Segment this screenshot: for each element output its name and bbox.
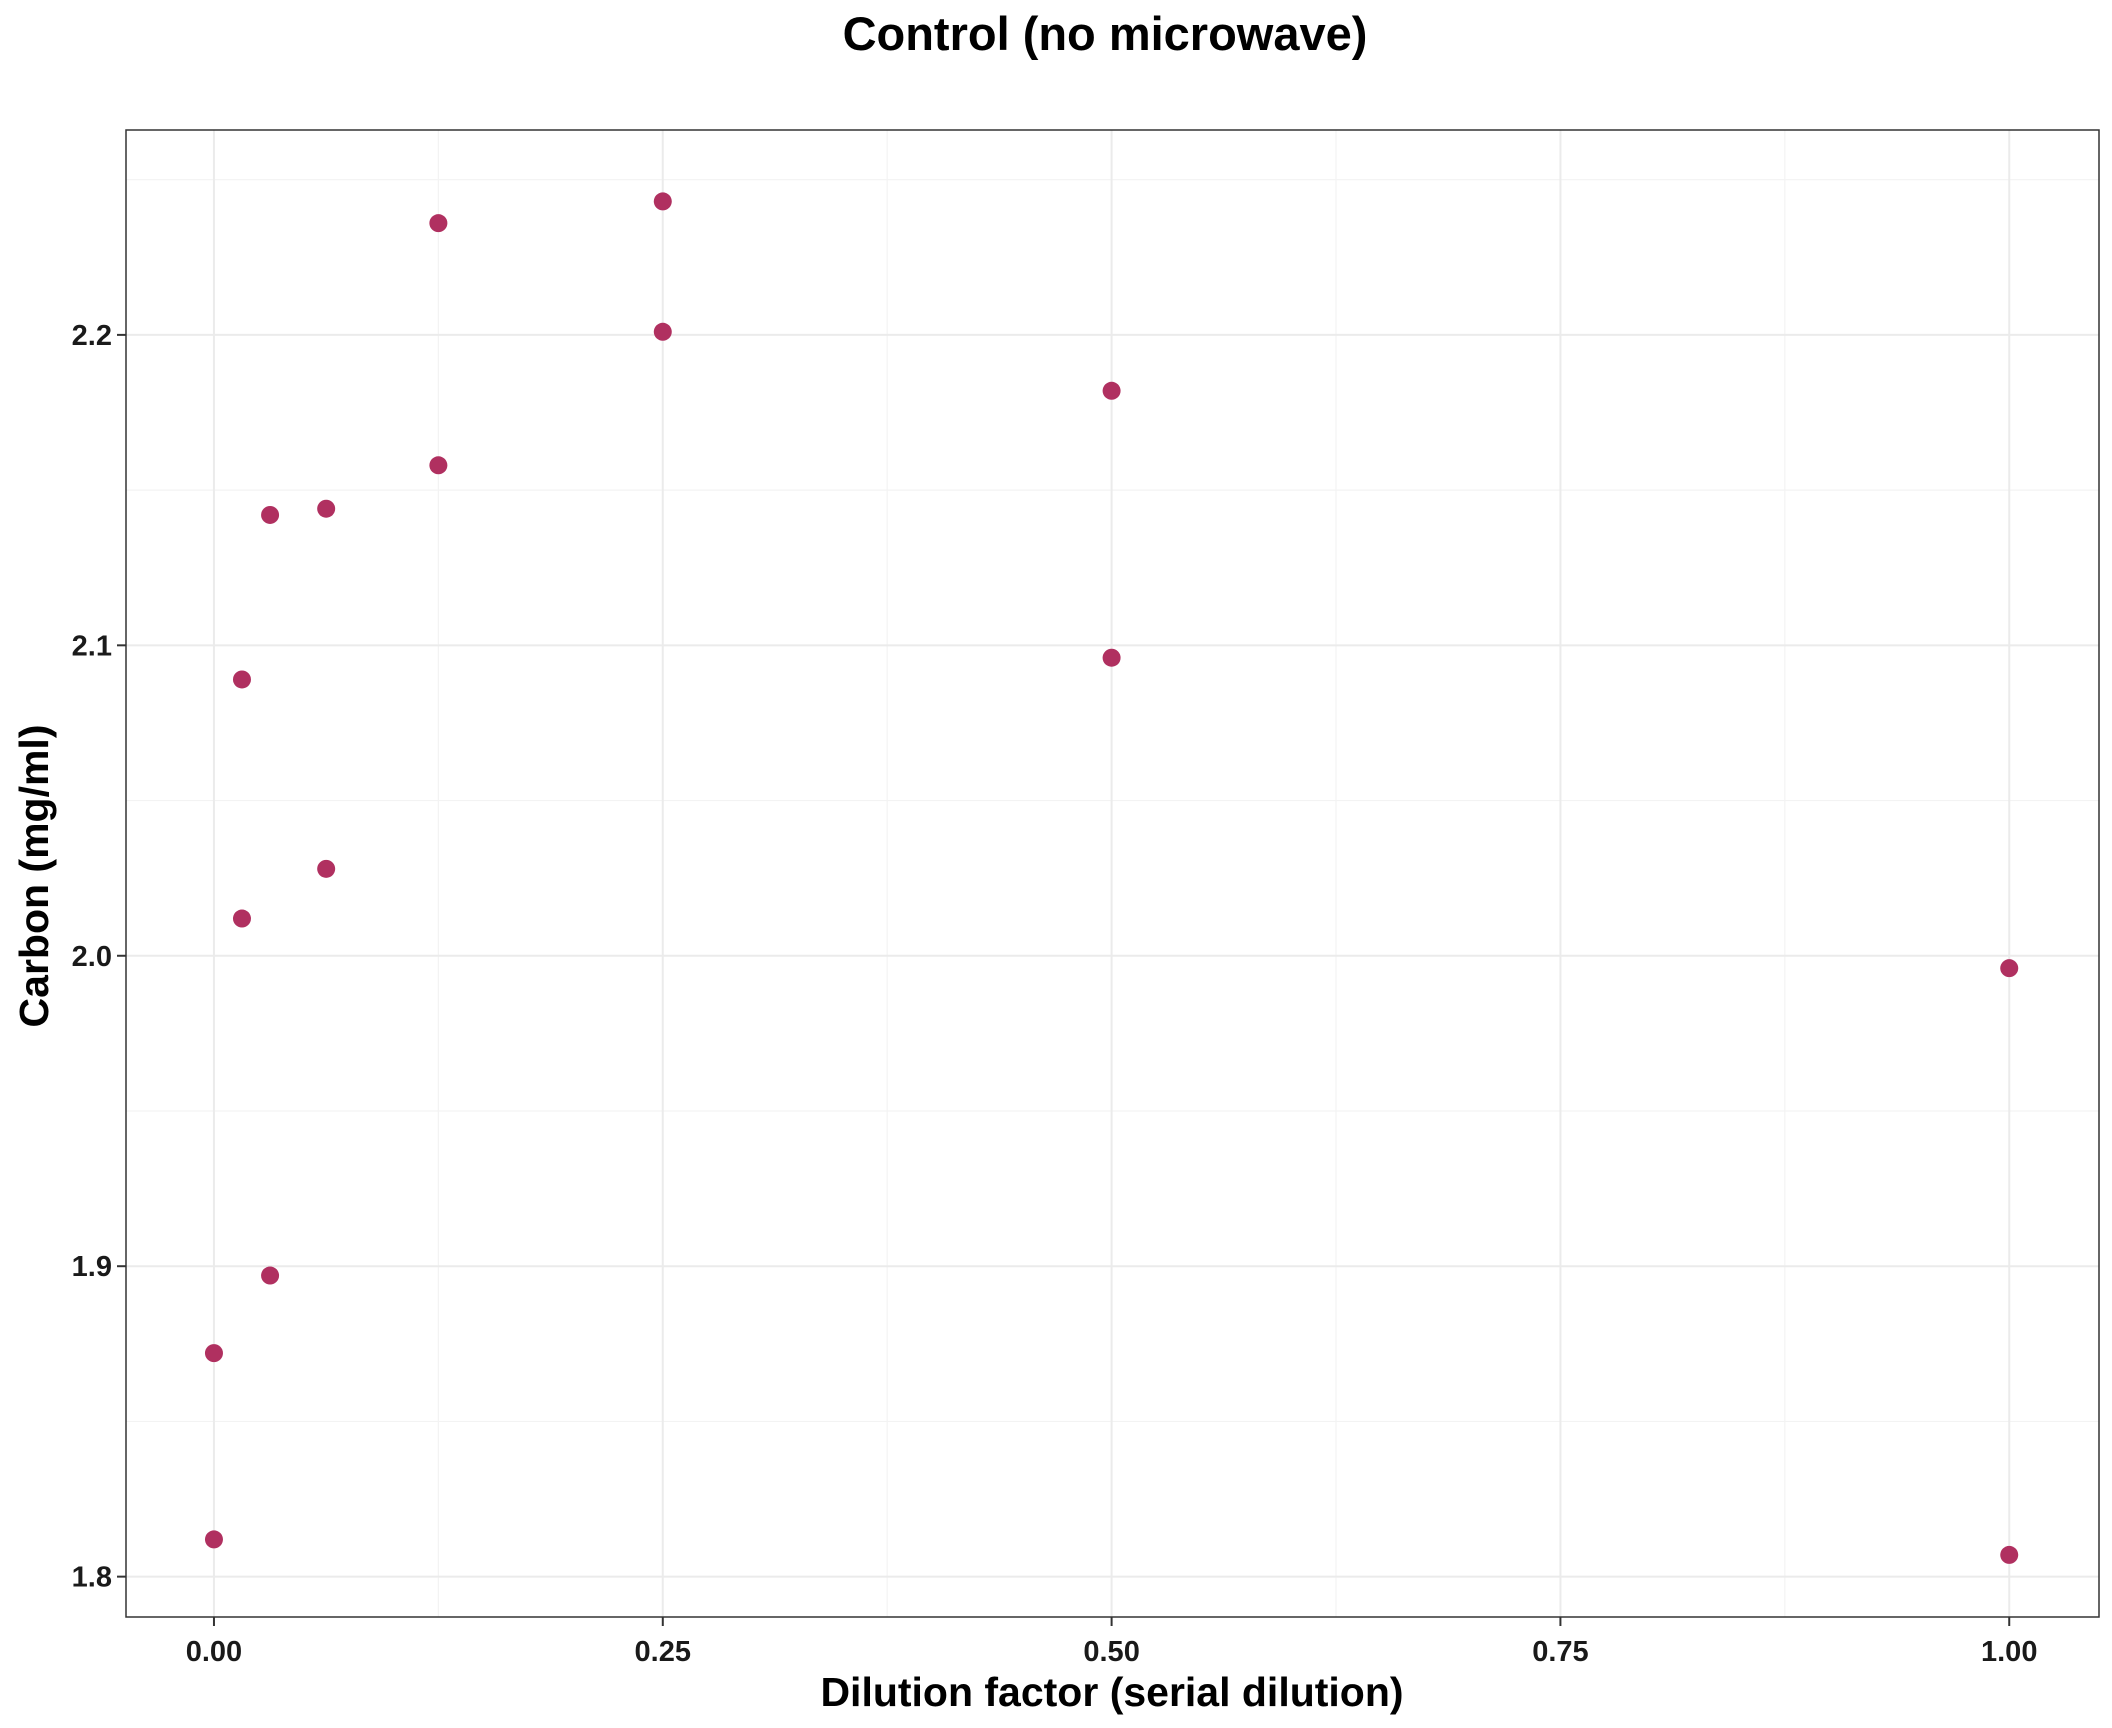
x-tick-label-3: 0.75 xyxy=(1532,1636,1588,1668)
y-axis: 1.8 1.9 2.0 2.1 2.2 xyxy=(72,320,126,1594)
data-points xyxy=(204,192,2019,1564)
data-point-0 xyxy=(204,1530,223,1549)
data-point-8 xyxy=(429,456,448,475)
x-tick-label-4: 1.00 xyxy=(1981,1636,2037,1668)
data-point-12 xyxy=(1102,648,1121,667)
x-axis: 0.00 0.25 0.50 0.75 1.00 xyxy=(186,1617,2037,1668)
data-point-13 xyxy=(1102,381,1121,400)
y-tick-label-2: 2.0 xyxy=(72,941,112,973)
data-point-14 xyxy=(2000,1545,2019,1564)
data-point-15 xyxy=(2000,959,2019,978)
x-tick-label-2: 0.50 xyxy=(1083,1636,1139,1668)
y-axis-title: Carbon (mg/ml) xyxy=(11,725,57,1028)
y-tick-label-4: 2.2 xyxy=(72,320,112,352)
data-point-6 xyxy=(317,859,336,878)
chart-title: Control (no microwave) xyxy=(843,7,1368,60)
major-grid xyxy=(126,130,2099,1617)
data-point-10 xyxy=(653,322,672,341)
y-tick-label-3: 2.1 xyxy=(72,630,112,662)
data-point-4 xyxy=(261,1266,280,1285)
data-point-3 xyxy=(232,670,251,689)
x-tick-label-1: 0.25 xyxy=(635,1636,691,1668)
data-point-7 xyxy=(317,499,336,518)
y-tick-label-1: 1.9 xyxy=(72,1251,112,1283)
x-axis-title: Dilution factor (serial dilution) xyxy=(820,1669,1403,1715)
data-point-11 xyxy=(653,192,672,211)
data-point-1 xyxy=(204,1344,223,1363)
data-point-5 xyxy=(261,505,280,524)
data-point-2 xyxy=(232,909,251,928)
x-tick-label-0: 0.00 xyxy=(186,1636,242,1668)
data-point-9 xyxy=(429,214,448,233)
y-tick-label-0: 1.8 xyxy=(72,1562,112,1594)
